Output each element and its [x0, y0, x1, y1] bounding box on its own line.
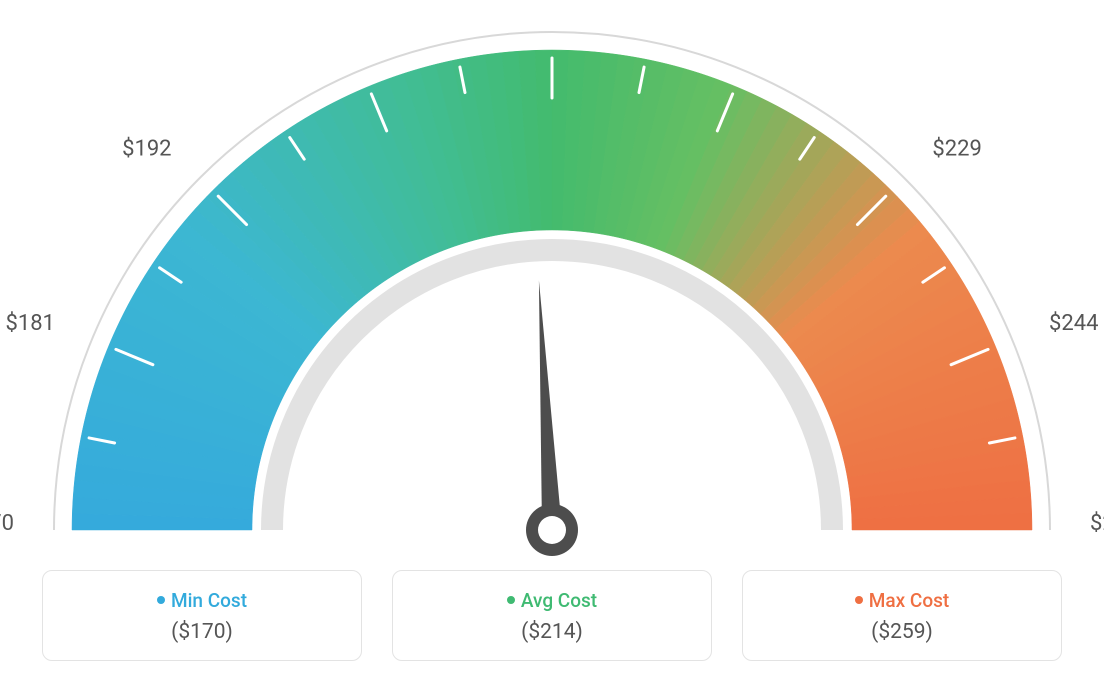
dot-icon — [507, 596, 515, 604]
gauge-tick-label: $229 — [932, 137, 981, 162]
gauge-svg: $170$181$192$214$229$244$259 — [0, 0, 1104, 560]
legend-label-avg: Avg Cost — [403, 589, 701, 612]
gauge-tick-label: $170 — [0, 511, 14, 536]
legend-avg-value: ($214) — [403, 620, 701, 644]
dot-icon — [157, 596, 165, 604]
gauge-tick-label: $181 — [5, 311, 54, 336]
legend-card-avg: Avg Cost ($214) — [392, 570, 712, 661]
legend-card-max: Max Cost ($259) — [742, 570, 1062, 661]
legend-min-value: ($170) — [53, 620, 351, 644]
legend-max-label-text: Max Cost — [869, 589, 949, 612]
gauge-needle — [539, 280, 562, 530]
legend-label-min: Min Cost — [53, 589, 351, 612]
legend-avg-label-text: Avg Cost — [521, 589, 597, 612]
legend-card-min: Min Cost ($170) — [42, 570, 362, 661]
legend-max-value: ($259) — [753, 620, 1051, 644]
cost-gauge-chart: $170$181$192$214$229$244$259 — [0, 0, 1104, 560]
gauge-tick-label: $259 — [1090, 511, 1104, 536]
legend-row: Min Cost ($170) Avg Cost ($214) Max Cost… — [0, 570, 1104, 661]
legend-label-max: Max Cost — [753, 589, 1051, 612]
gauge-tick-label: $244 — [1049, 311, 1098, 336]
dot-icon — [855, 596, 863, 604]
gauge-tick-label: $192 — [122, 137, 171, 162]
legend-min-label-text: Min Cost — [171, 589, 247, 612]
gauge-needle-cap-hole — [538, 516, 566, 544]
